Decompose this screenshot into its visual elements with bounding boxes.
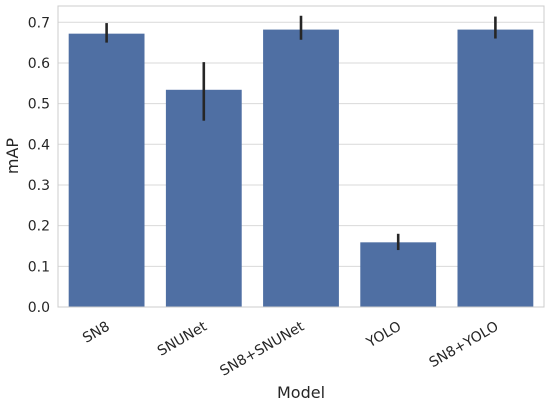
y-tick-labels: 0.0 0.1 0.2 0.3 0.4 0.5 0.6 0.7 (28, 15, 50, 316)
x-tick-label: SN8+SNUNet (217, 318, 307, 379)
y-tick-label: 0.2 (28, 219, 50, 235)
bar (68, 33, 145, 308)
bar (457, 29, 534, 308)
y-tick-label: 0.6 (28, 56, 50, 72)
x-tick-label: YOLO (363, 319, 404, 352)
x-tick-label: SN8+YOLO (427, 319, 502, 371)
x-tick-label: SN8 (80, 319, 112, 347)
bar (360, 242, 437, 307)
y-tick-label: 0.5 (28, 97, 50, 113)
y-tick-label: 0.4 (28, 137, 50, 153)
y-axis-label: mAP (3, 138, 22, 175)
axes-frame (57, 5, 545, 308)
y-tick-label: 0.3 (28, 178, 50, 194)
y-tick-label: 0.1 (28, 259, 50, 275)
x-tick-label: SNUNet (155, 318, 210, 359)
error-bars (105, 15, 497, 251)
bar (165, 89, 242, 307)
bars (68, 29, 534, 308)
x-axis-label: Model (277, 383, 325, 402)
y-tick-label: 0.0 (28, 300, 50, 316)
x-tick-labels: SN8 SNUNet SN8+SNUNet YOLO SN8+YOLO (80, 318, 501, 379)
bar (263, 29, 339, 308)
y-tick-label: 0.7 (28, 15, 50, 31)
